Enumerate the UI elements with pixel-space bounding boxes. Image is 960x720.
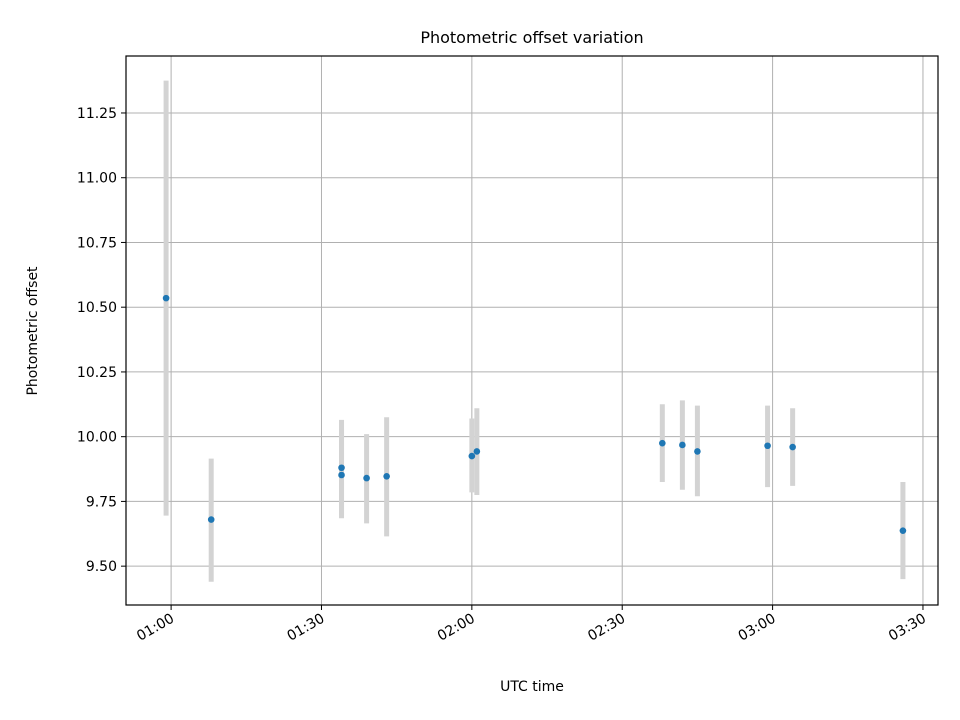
y-tick-label: 11.00 bbox=[77, 171, 117, 187]
y-tick-label: 9.50 bbox=[86, 559, 117, 575]
data-point bbox=[468, 452, 476, 460]
x-axis-label: UTC time bbox=[500, 679, 564, 695]
data-point bbox=[383, 472, 390, 480]
data-point bbox=[363, 474, 370, 482]
grid-lines bbox=[126, 56, 938, 605]
data-point bbox=[694, 448, 701, 455]
y-tick-label: 10.75 bbox=[77, 235, 117, 251]
y-axis-label: Photometric offset bbox=[25, 266, 41, 396]
data-point bbox=[659, 439, 666, 447]
y-tick-label: 10.00 bbox=[77, 430, 117, 446]
plot-frame bbox=[125, 55, 939, 606]
data-point bbox=[338, 471, 345, 479]
chart-title: Photometric offset variation bbox=[420, 28, 643, 47]
y-tick-label: 11.25 bbox=[77, 106, 117, 122]
data-point bbox=[679, 441, 686, 449]
data-markers bbox=[162, 294, 907, 534]
data-point bbox=[162, 294, 170, 302]
data-point bbox=[789, 443, 796, 451]
data-point bbox=[764, 442, 771, 450]
data-point bbox=[473, 448, 481, 455]
plot-area bbox=[126, 56, 938, 605]
y-tick-label: 10.25 bbox=[77, 365, 117, 381]
y-axis-ticks: 9.50 9.75 10.00 10.25 10.50 10.75 11.00 11.25 bbox=[77, 106, 126, 575]
data-point bbox=[338, 464, 345, 472]
data-point bbox=[207, 516, 215, 523]
data-point bbox=[899, 527, 907, 534]
y-tick-label: 10.50 bbox=[77, 300, 117, 316]
y-tick-label: 9.75 bbox=[86, 494, 117, 510]
